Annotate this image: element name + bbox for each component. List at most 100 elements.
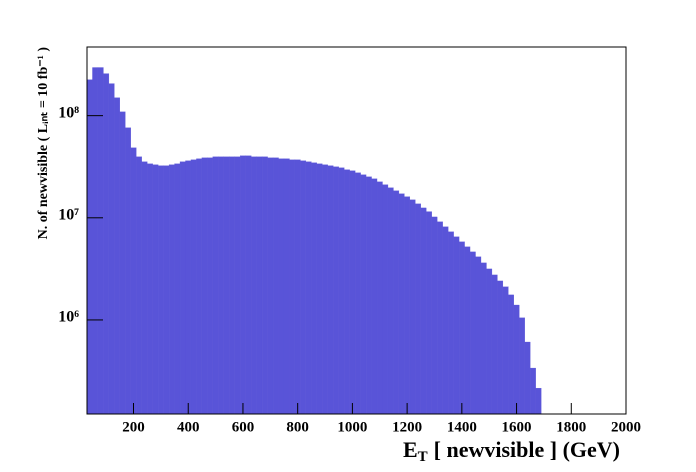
bar bbox=[360, 174, 367, 415]
bar bbox=[245, 155, 252, 415]
y-axis-title: N. of newvisible ( Lᵢₙₜ = 10 fb⁻¹ ) bbox=[36, 47, 51, 240]
bar bbox=[278, 158, 285, 415]
x-tick-label: 1400 bbox=[447, 419, 477, 435]
bar bbox=[371, 178, 378, 415]
bar bbox=[163, 165, 170, 415]
bar bbox=[448, 231, 454, 415]
bar bbox=[480, 262, 487, 415]
bar bbox=[108, 83, 115, 415]
bar bbox=[458, 241, 465, 415]
x-tick-label: 1000 bbox=[337, 419, 367, 435]
bar bbox=[469, 251, 476, 415]
bar bbox=[376, 181, 383, 415]
x-tick-label: 1600 bbox=[502, 419, 532, 435]
bar bbox=[524, 341, 531, 415]
bar bbox=[393, 190, 400, 415]
bar bbox=[437, 221, 443, 415]
bar bbox=[387, 187, 394, 415]
bar bbox=[92, 67, 99, 415]
bar bbox=[201, 157, 208, 415]
bar bbox=[409, 199, 416, 415]
x-tick-label: 1200 bbox=[392, 419, 422, 435]
bar bbox=[256, 156, 263, 415]
x-tick-label: 800 bbox=[286, 419, 309, 435]
bar bbox=[196, 158, 203, 415]
bar bbox=[251, 156, 257, 415]
x-axis-text: [ newvisible ] (GeV) bbox=[434, 437, 620, 462]
y-tick-label: 10⁷ bbox=[58, 206, 79, 223]
bar bbox=[475, 256, 482, 415]
x-tick-label: 600 bbox=[232, 419, 255, 435]
bar bbox=[535, 387, 542, 415]
bar bbox=[218, 156, 224, 415]
bar bbox=[300, 160, 307, 415]
bar bbox=[305, 161, 312, 415]
bar bbox=[261, 156, 268, 415]
bar bbox=[157, 165, 164, 415]
bar bbox=[508, 294, 514, 415]
y-tick-label: 10⁶ bbox=[58, 309, 79, 326]
x-tick-label: 1800 bbox=[556, 419, 586, 435]
bar bbox=[125, 127, 131, 415]
bar bbox=[322, 164, 328, 415]
bar bbox=[212, 156, 219, 415]
bar bbox=[136, 156, 142, 415]
bar bbox=[207, 157, 214, 415]
bar bbox=[316, 163, 323, 415]
bar bbox=[530, 367, 536, 415]
bar bbox=[513, 304, 520, 415]
bar bbox=[174, 163, 181, 415]
x-tick-label: 200 bbox=[122, 419, 145, 435]
bar bbox=[382, 184, 389, 415]
bar bbox=[365, 176, 372, 415]
bar bbox=[311, 162, 317, 415]
bar bbox=[338, 167, 345, 415]
bar bbox=[398, 193, 405, 415]
bar bbox=[190, 159, 197, 415]
bar bbox=[229, 156, 235, 415]
bar bbox=[103, 73, 110, 415]
x-tick-label: 400 bbox=[177, 419, 200, 435]
bar bbox=[404, 196, 411, 415]
bar bbox=[420, 207, 427, 415]
bar bbox=[464, 246, 471, 415]
bar bbox=[272, 157, 279, 415]
bar bbox=[283, 158, 290, 415]
bar bbox=[502, 286, 509, 415]
bar bbox=[486, 268, 493, 415]
bar bbox=[519, 317, 525, 415]
bar bbox=[415, 203, 421, 415]
x-axis-symbol: E bbox=[403, 437, 418, 462]
bar bbox=[130, 147, 137, 415]
bar bbox=[141, 161, 148, 415]
bar bbox=[289, 159, 296, 415]
bar bbox=[327, 165, 334, 415]
bar bbox=[349, 170, 356, 415]
x-axis-subscript: T bbox=[418, 449, 428, 465]
bar bbox=[453, 236, 460, 415]
bar bbox=[97, 67, 104, 415]
bar bbox=[497, 280, 504, 415]
bar bbox=[119, 111, 126, 415]
bar bbox=[344, 169, 350, 415]
x-axis-title: ET [ newvisible ] (GeV) bbox=[403, 437, 620, 465]
bar bbox=[185, 160, 192, 415]
bar bbox=[234, 156, 241, 415]
bar bbox=[294, 159, 301, 415]
bar bbox=[223, 156, 230, 415]
bar bbox=[86, 79, 93, 415]
bar bbox=[240, 155, 246, 415]
bar bbox=[152, 164, 159, 415]
bar bbox=[267, 157, 274, 415]
bar bbox=[442, 226, 449, 415]
y-tick-label: 10⁸ bbox=[58, 104, 79, 121]
bar bbox=[431, 216, 438, 415]
bar bbox=[179, 161, 186, 415]
bar bbox=[168, 164, 175, 415]
bar bbox=[491, 274, 498, 415]
plot-frame bbox=[86, 46, 627, 415]
bar bbox=[354, 172, 361, 415]
bar bbox=[426, 211, 432, 415]
